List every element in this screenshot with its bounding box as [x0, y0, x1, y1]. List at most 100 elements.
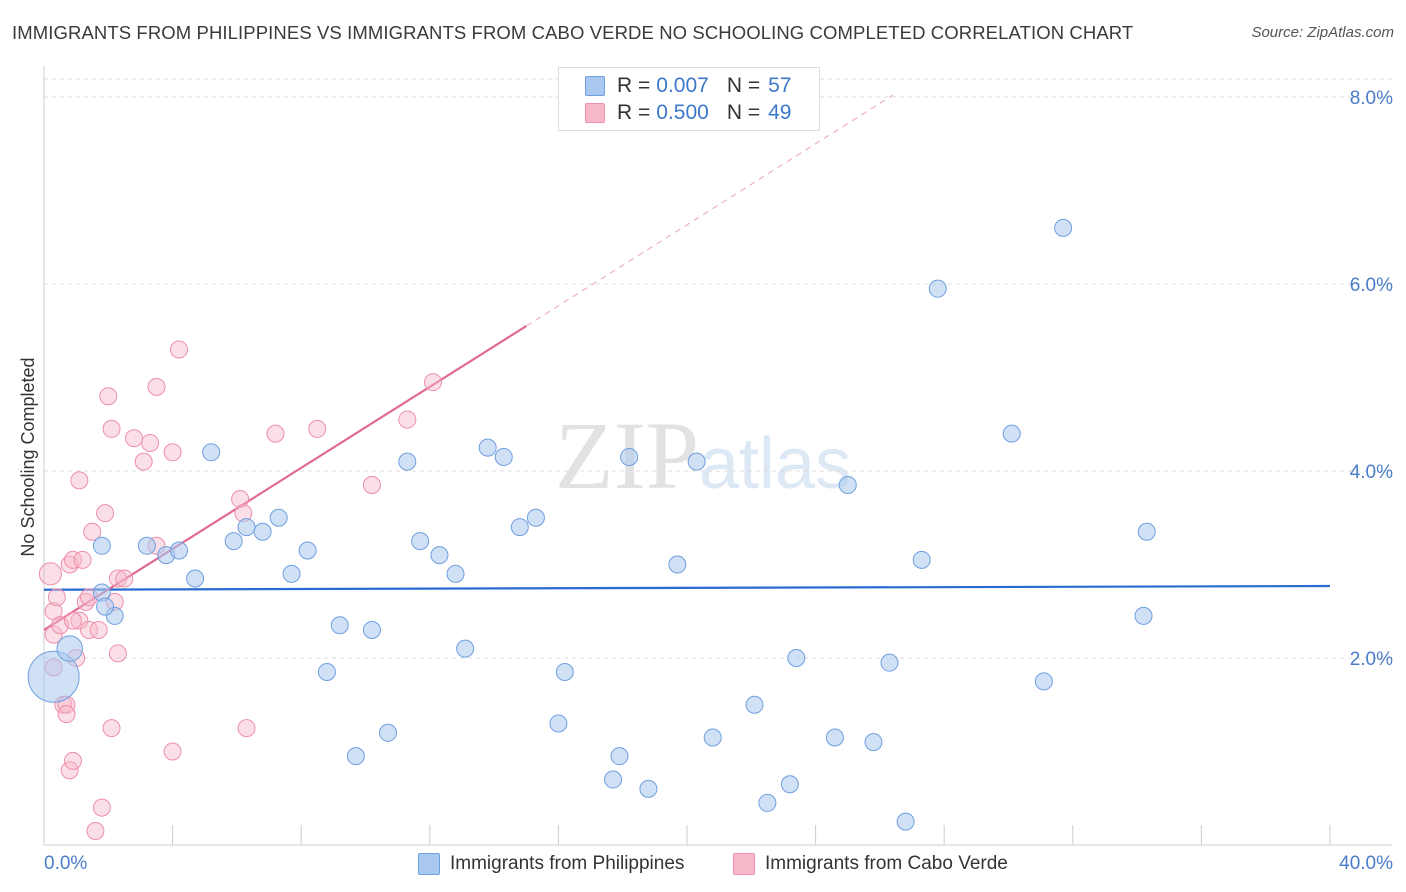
axes — [43, 66, 1392, 846]
point-philippines — [668, 555, 687, 574]
x-tick-label: 0.0% — [44, 853, 87, 874]
point-cabo-verde — [86, 821, 105, 840]
legend-row-philippines: R = 0.007 N = 57 — [585, 73, 791, 99]
point-philippines — [510, 518, 529, 537]
point-philippines — [398, 452, 417, 471]
point-cabo-verde — [424, 373, 443, 392]
point-philippines — [27, 650, 80, 703]
point-philippines — [137, 536, 156, 555]
point-philippines — [604, 770, 623, 789]
point-cabo-verde — [266, 424, 285, 443]
point-philippines — [928, 279, 947, 298]
point-cabo-verde — [147, 377, 166, 396]
point-cabo-verde — [70, 471, 89, 490]
point-philippines — [555, 663, 574, 682]
point-philippines — [446, 564, 465, 583]
point-cabo-verde — [80, 620, 99, 639]
point-cabo-verde — [57, 705, 76, 724]
legend-r-label: R = — [617, 101, 651, 124]
point-philippines — [430, 546, 449, 565]
legend-n-label: N = — [726, 101, 761, 124]
point-cabo-verde — [231, 490, 250, 509]
point-philippines — [456, 639, 475, 658]
point-philippines — [170, 541, 189, 560]
point-cabo-verde — [141, 433, 160, 452]
point-cabo-verde — [125, 429, 144, 448]
point-philippines — [745, 695, 764, 714]
point-philippines — [253, 522, 272, 541]
legend-n-label: N = — [726, 74, 761, 97]
point-cabo-verde — [60, 761, 79, 780]
point-philippines — [362, 620, 381, 639]
point-philippines — [1002, 424, 1021, 443]
point-cabo-verde — [102, 419, 121, 438]
point-philippines — [864, 733, 883, 752]
point-philippines — [838, 476, 857, 495]
point-cabo-verde — [99, 387, 118, 406]
y-tick-label: 8.0% — [1350, 88, 1393, 109]
legend-row-cabo-verde: R = 0.500 N = 49 — [585, 100, 791, 126]
point-philippines — [825, 728, 844, 747]
trend-line-cabo-verde — [43, 325, 527, 631]
gridlines — [44, 78, 1392, 659]
y-tick-label: 4.0% — [1350, 462, 1393, 483]
correlation-legend: R = 0.007 N = 57 R = 0.500 N = 49 — [558, 67, 820, 131]
point-philippines — [56, 635, 83, 662]
x-tick-label: 40.0% — [1339, 853, 1393, 874]
point-philippines — [224, 532, 243, 551]
point-cabo-verde — [115, 569, 134, 588]
legend-swatch-cabo-verde — [585, 103, 605, 123]
point-philippines — [780, 775, 799, 794]
point-cabo-verde — [163, 742, 182, 761]
y-tick-label: 6.0% — [1350, 275, 1393, 296]
point-philippines — [317, 663, 336, 682]
legend-r-value: 0.007 — [656, 74, 709, 97]
legend-n-value: 49 — [768, 101, 792, 124]
point-philippines — [237, 518, 256, 537]
point-philippines — [610, 747, 629, 766]
trend-lines — [43, 94, 1331, 631]
legend-swatch-philippines — [585, 76, 605, 96]
point-cabo-verde — [170, 340, 189, 359]
point-cabo-verde — [398, 410, 417, 429]
bottom-legend-label-philippines: Immigrants from Philippines — [450, 853, 685, 874]
trend-line-philippines — [43, 584, 1331, 591]
point-philippines — [202, 443, 221, 462]
point-philippines — [687, 452, 706, 471]
chart-title: IMMIGRANTS FROM PHILIPPINES VS IMMIGRANT… — [12, 22, 1134, 43]
point-cabo-verde — [96, 504, 115, 523]
point-philippines — [880, 653, 899, 672]
point-philippines — [298, 541, 317, 560]
point-philippines — [92, 536, 111, 555]
point-cabo-verde — [108, 644, 127, 663]
point-philippines — [912, 550, 931, 569]
point-philippines — [1054, 218, 1073, 237]
point-philippines — [787, 649, 806, 667]
point-philippines — [620, 447, 639, 466]
point-cabo-verde — [163, 443, 182, 462]
point-philippines — [269, 508, 288, 527]
legend-r-value: 0.500 — [656, 101, 709, 124]
point-cabo-verde — [63, 611, 82, 630]
point-cabo-verde — [237, 719, 256, 738]
bottom-legend-cabo-verde: Immigrants from Cabo Verde — [733, 851, 1008, 877]
point-philippines — [282, 564, 301, 583]
point-cabo-verde — [63, 751, 82, 770]
point-cabo-verde — [308, 419, 327, 438]
y-axis-label: No Schooling Completed — [18, 357, 38, 556]
point-cabo-verde — [44, 625, 63, 644]
point-cabo-verde — [83, 522, 102, 541]
point-philippines — [549, 714, 568, 733]
point-philippines — [703, 728, 722, 747]
legend-r-label: R = — [617, 74, 651, 97]
tick-labels: 2.0% 4.0% 6.0% 8.0% 0.0% 40.0% — [44, 88, 1393, 874]
point-philippines — [758, 793, 777, 812]
point-philippines — [186, 569, 205, 588]
point-philippines — [379, 723, 398, 742]
point-philippines — [411, 532, 430, 551]
bottom-legend-label-cabo-verde: Immigrants from Cabo Verde — [765, 853, 1008, 874]
point-cabo-verde — [362, 476, 381, 495]
watermark-atlas: atlas — [699, 424, 852, 504]
point-cabo-verde — [108, 569, 127, 588]
